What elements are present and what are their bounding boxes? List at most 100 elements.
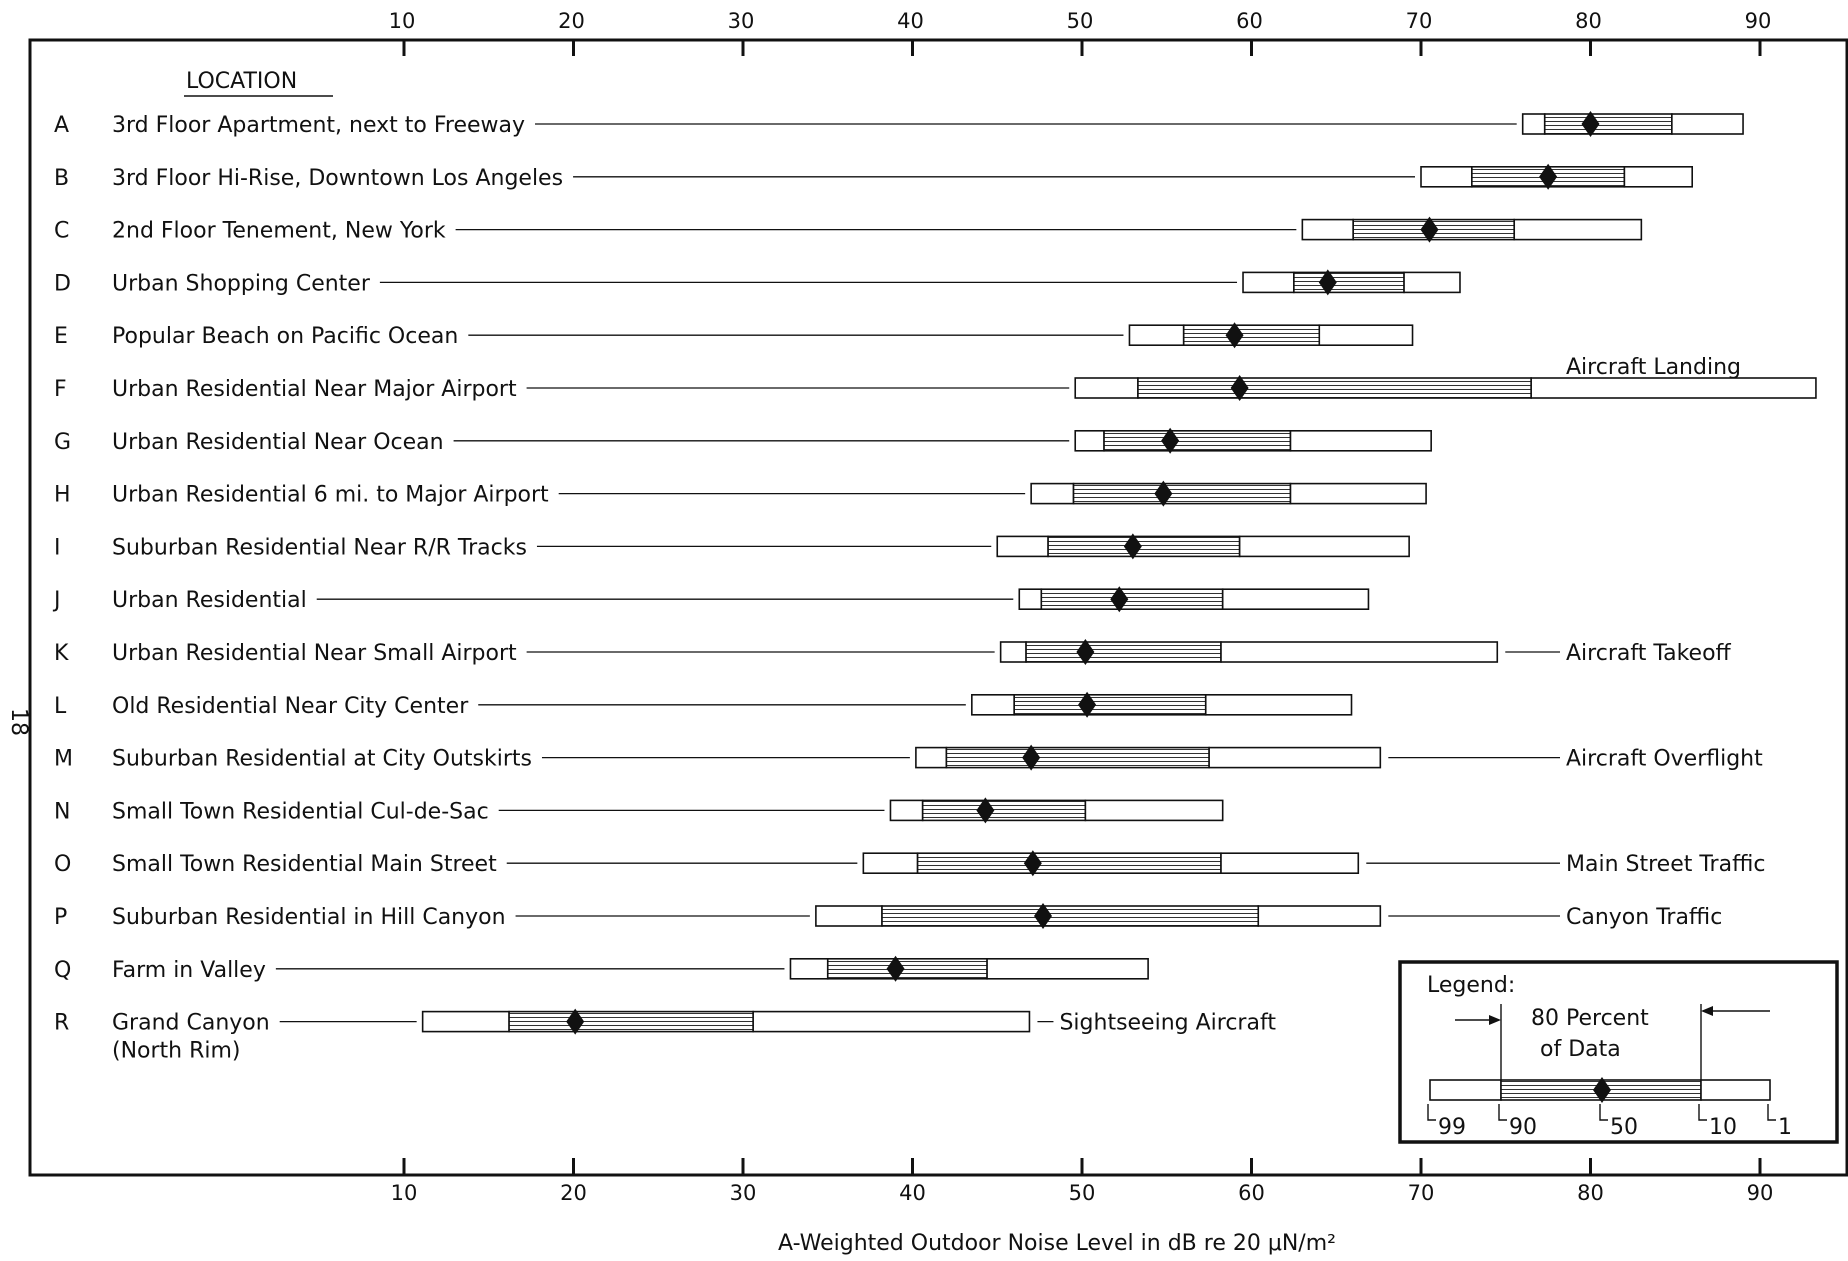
row-range-high: [753, 1012, 1029, 1032]
legend-title: Legend:: [1427, 973, 1515, 998]
row-range-low: [1421, 167, 1472, 187]
row-range-low: [916, 748, 947, 768]
row-range-80pct: [882, 906, 1258, 926]
top-tick-label: 60: [1236, 9, 1263, 33]
row-range-high: [1624, 167, 1692, 187]
row-range-low: [1019, 589, 1041, 609]
row-label: Urban Residential Near Small Airport: [112, 641, 517, 666]
row-letter: F: [54, 377, 67, 402]
top-tick-label: 30: [728, 9, 755, 33]
row-note: Sightseeing Aircraft: [1059, 1011, 1276, 1036]
legend-percentile-label: 50: [1610, 1115, 1638, 1140]
row-range-high: [987, 959, 1148, 979]
bottom-tick-label: 30: [730, 1181, 757, 1205]
row-letter: H: [54, 483, 71, 508]
row-range-low: [997, 536, 1048, 556]
row-label: Suburban Residential Near R/R Tracks: [112, 535, 527, 560]
row-letter: O: [54, 852, 71, 877]
row-a: A 3rd Floor Apartment, next to Freeway: [54, 111, 1743, 138]
row-range-80pct: [1545, 114, 1672, 134]
legend: Legend: 80 Percent of Data 99 90 50 10 1: [1400, 962, 1837, 1142]
row-letter: C: [54, 219, 69, 244]
location-header: LOCATION: [186, 69, 297, 94]
row-label: Small Town Residential Cul-de-Sac: [112, 799, 489, 824]
bottom-tick-label: 50: [1069, 1181, 1096, 1205]
legend-percentile-label: 99: [1438, 1115, 1466, 1140]
row-note: Canyon Traffic: [1566, 905, 1722, 930]
row-range-high: [1221, 642, 1497, 662]
bottom-tick-label: 10: [391, 1181, 418, 1205]
row-letter: K: [54, 641, 69, 666]
row-label: Urban Residential Near Major Airport: [112, 377, 517, 402]
row-letter: L: [54, 694, 67, 719]
row-range-low: [1001, 642, 1026, 662]
row-i: I Suburban Residential Near R/R Tracks: [54, 533, 1409, 560]
row-l: L Old Residential Near City Center: [54, 692, 1352, 719]
row-range-high: [1514, 220, 1641, 240]
row-n: N Small Town Residential Cul-de-Sac: [54, 797, 1223, 824]
row-o: O Small Town Residential Main Street Main …: [54, 850, 1765, 877]
row-label: Urban Residential Near Ocean: [112, 430, 444, 455]
row-label: 2nd Floor Tenement, New York: [112, 219, 446, 244]
row-range-low: [863, 853, 917, 873]
top-tick-label: 20: [558, 9, 585, 33]
row-p: P Suburban Residential in Hill Canyon Cany…: [54, 903, 1722, 930]
row-label: 3rd Floor Hi-Rise, Downtown Los Angeles: [112, 166, 563, 191]
row-label: Urban Shopping Center: [112, 271, 371, 296]
top-tick-label: 50: [1067, 9, 1094, 33]
row-range-high: [1085, 800, 1222, 820]
top-tick-label: 40: [897, 9, 924, 33]
row-range-low: [1129, 325, 1183, 345]
data-rows: A 3rd Floor Apartment, next to Freeway B 3r…: [52, 111, 1816, 1064]
row-e: E Popular Beach on Pacific Ocean: [54, 322, 1413, 349]
row-range-80pct: [946, 748, 1209, 768]
row-range-80pct: [1041, 589, 1222, 609]
row-g: G Urban Residential Near Ocean: [54, 428, 1431, 455]
row-range-80pct: [509, 1012, 753, 1032]
row-range-80pct: [923, 800, 1086, 820]
row-range-low: [1075, 378, 1138, 398]
row-range-80pct: [1294, 272, 1404, 292]
row-d: D Urban Shopping Center: [54, 269, 1460, 296]
row-label: Small Town Residential Main Street: [112, 852, 497, 877]
legend-text-line1: 80 Percent: [1531, 1006, 1649, 1031]
row-note: Aircraft Landing: [1566, 355, 1741, 380]
legend-range-low: [1430, 1080, 1501, 1100]
row-letter: N: [54, 799, 70, 824]
row-label: Urban Residential: [112, 588, 307, 613]
row-label: Old Residential Near City Center: [112, 694, 469, 719]
row-label: Suburban Residential in Hill Canyon: [112, 905, 506, 930]
row-range-high: [1223, 589, 1369, 609]
row-letter: Q: [54, 958, 71, 983]
bottom-tick-label: 80: [1577, 1181, 1604, 1205]
row-range-high: [1290, 484, 1426, 504]
row-label-line2: (North Rim): [112, 1039, 241, 1064]
bottom-axis-ticks: 10 20 30 40 50 60 70 80 90: [391, 1158, 1774, 1205]
row-range-low: [972, 695, 1014, 715]
row-label: Suburban Residential at City Outskirts: [112, 747, 532, 772]
row-label: Farm in Valley: [112, 958, 266, 983]
row-range-low: [1243, 272, 1294, 292]
row-q: Q Farm in Valley: [54, 956, 1148, 983]
row-b: B 3rd Floor Hi-Rise, Downtown Los Angeles: [54, 164, 1692, 191]
row-range-80pct: [1104, 431, 1290, 451]
row-note: Main Street Traffic: [1566, 852, 1765, 877]
legend-percentile-label: 1: [1778, 1115, 1792, 1140]
row-range-80pct: [1074, 484, 1291, 504]
row-j: J Urban Residential: [52, 586, 1368, 613]
bottom-tick-label: 90: [1747, 1181, 1774, 1205]
row-letter: E: [54, 324, 68, 349]
row-letter: A: [54, 113, 69, 138]
row-range-high: [1672, 114, 1743, 134]
x-axis-label: A-Weighted Outdoor Noise Level in dB re …: [778, 1231, 1336, 1256]
top-tick-label: 10: [389, 9, 416, 33]
row-range-low: [1031, 484, 1073, 504]
row-range-80pct: [1184, 325, 1320, 345]
page-number: 18: [6, 708, 31, 736]
legend-percentile-label: 90: [1509, 1115, 1537, 1140]
row-range-80pct: [918, 853, 1221, 873]
row-range-80pct: [1014, 695, 1206, 715]
row-range-high: [1531, 378, 1816, 398]
row-range-low: [423, 1012, 509, 1032]
